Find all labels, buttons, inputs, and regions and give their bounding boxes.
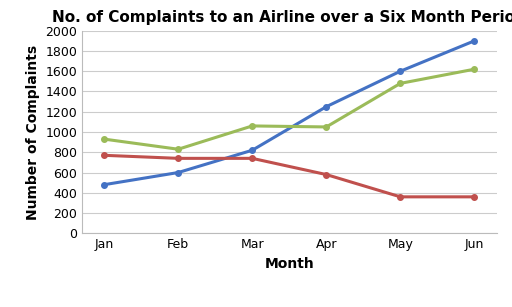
Legend: In person, by email/fax, by telephone: In person, by email/fax, by telephone: [117, 305, 461, 307]
In person: [397, 69, 403, 73]
by email/fax: [101, 154, 107, 157]
Line: by telephone: by telephone: [101, 66, 477, 152]
by email/fax: [175, 157, 181, 160]
In person: [175, 171, 181, 174]
Y-axis label: Number of Complaints: Number of Complaints: [26, 45, 39, 220]
by telephone: [249, 124, 255, 128]
by email/fax: [397, 195, 403, 199]
In person: [101, 183, 107, 187]
X-axis label: Month: Month: [264, 257, 314, 271]
by telephone: [397, 82, 403, 85]
Line: In person: In person: [101, 38, 477, 188]
by email/fax: [249, 157, 255, 160]
In person: [249, 148, 255, 152]
by telephone: [472, 67, 478, 71]
In person: [472, 39, 478, 43]
Line: by email/fax: by email/fax: [101, 153, 477, 200]
by telephone: [175, 147, 181, 151]
In person: [323, 105, 329, 109]
by email/fax: [472, 195, 478, 199]
by telephone: [101, 137, 107, 141]
Title: No. of Complaints to an Airline over a Six Month Period: No. of Complaints to an Airline over a S…: [52, 10, 512, 25]
by email/fax: [323, 173, 329, 177]
by telephone: [323, 125, 329, 129]
